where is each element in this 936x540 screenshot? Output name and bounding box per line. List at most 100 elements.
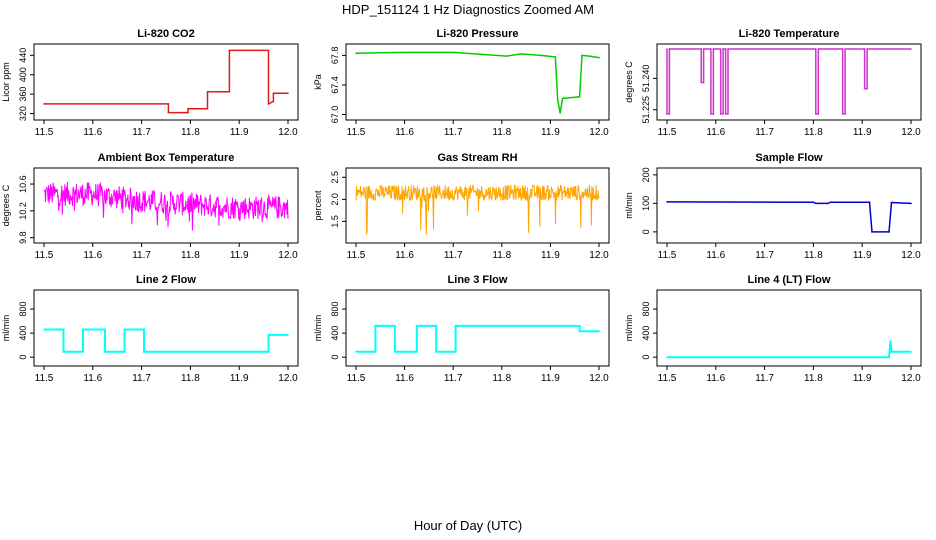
series-line xyxy=(44,49,288,114)
data-point xyxy=(394,325,396,327)
chart-panel-3: Li-820 Temperature degrees C 11.5 11.6 11.7 1… xyxy=(624,28,922,138)
y-tick-label: 67.4 xyxy=(330,76,340,94)
data-point xyxy=(206,107,209,110)
data-point xyxy=(435,351,438,353)
chart-panel-5: Gas Stream RH percent 11.5 11.6 11.7 11.8 11.9… xyxy=(313,152,610,261)
data-point xyxy=(554,56,557,58)
data-point xyxy=(556,98,559,101)
data-point xyxy=(452,51,455,54)
x-tick-label: 12.0 xyxy=(901,373,921,384)
x-tick-label: 11.5 xyxy=(35,127,54,138)
data-point xyxy=(702,81,705,84)
data-point xyxy=(817,113,820,115)
data-point xyxy=(561,97,564,100)
data-point xyxy=(578,96,581,98)
data-point xyxy=(82,351,84,353)
x-tick-label: 11.5 xyxy=(347,127,366,138)
x-tick-label: 11.6 xyxy=(83,127,102,138)
x-tick-label: 11.6 xyxy=(83,373,102,384)
x-tick-label: 11.9 xyxy=(853,127,872,138)
data-point xyxy=(272,100,275,103)
data-point xyxy=(841,113,844,115)
x-tick-label: 12.0 xyxy=(901,250,921,261)
data-point xyxy=(724,113,727,115)
y-tick-label: 51.225 xyxy=(641,96,651,124)
data-point xyxy=(355,52,357,54)
plot-frame xyxy=(33,289,299,367)
series-line xyxy=(667,340,911,359)
panel-title: Line 2 Flow xyxy=(136,274,196,286)
data-point xyxy=(454,325,457,327)
y-tick-label: 10.2 xyxy=(18,202,28,220)
data-point xyxy=(863,48,866,50)
data-point xyxy=(844,48,846,50)
chart-panel-9: Line 4 (LT) Flow ml/min 11.5 11.6 11.7 11.8 11… xyxy=(624,274,922,384)
data-point xyxy=(228,90,231,93)
x-tick-label: 11.9 xyxy=(541,373,560,384)
x-tick-label: 11.8 xyxy=(492,250,511,261)
series-line xyxy=(356,324,599,353)
series-line xyxy=(44,328,288,353)
data-point xyxy=(829,201,832,203)
data-point xyxy=(815,202,817,205)
panel-title: Li-820 Temperature xyxy=(739,28,840,40)
data-point xyxy=(267,103,270,105)
series-line xyxy=(666,48,911,115)
data-point xyxy=(272,92,275,94)
data-point xyxy=(187,111,189,114)
chart-panel-7: Line 2 Flow ml/min 11.5 11.6 11.7 11.8 11.9 12.… xyxy=(1,274,299,384)
plot-frame xyxy=(656,289,922,367)
series-line xyxy=(666,201,912,233)
x-tick-label: 11.9 xyxy=(541,127,560,138)
data-point xyxy=(889,340,892,342)
plot-frame xyxy=(345,43,610,121)
data-point xyxy=(815,113,817,115)
plot-frame xyxy=(345,289,610,367)
x-tick-label: 11.9 xyxy=(853,373,872,384)
x-tick-label: 11.9 xyxy=(541,250,560,261)
data-point xyxy=(666,356,668,359)
data-point xyxy=(863,88,866,90)
y-tick-label: 400 xyxy=(18,67,28,82)
data-point xyxy=(910,48,912,50)
y-tick-label: 440 xyxy=(18,48,28,63)
plot-frame xyxy=(345,167,610,244)
data-point xyxy=(666,48,668,50)
data-point xyxy=(844,113,846,115)
y-tick-label: 2.0 xyxy=(330,193,340,206)
data-point xyxy=(374,325,377,327)
x-tick-label: 11.6 xyxy=(706,250,725,261)
x-tick-label: 12.0 xyxy=(278,373,298,384)
data-point xyxy=(143,328,145,331)
x-tick-label: 11.6 xyxy=(706,373,725,384)
panel-title: Li-820 CO2 xyxy=(137,28,194,40)
y-tick-label: 9.8 xyxy=(18,231,28,244)
y-tick-label: 1.5 xyxy=(330,215,340,228)
data-point xyxy=(374,351,377,353)
data-point xyxy=(167,111,170,114)
data-point xyxy=(539,54,542,57)
data-point xyxy=(702,48,705,50)
data-point xyxy=(724,48,727,50)
y-axis-label: Licor ppm xyxy=(1,62,11,102)
y-tick-label: 360 xyxy=(18,87,28,102)
data-point xyxy=(722,113,724,115)
x-tick-label: 12.0 xyxy=(589,127,609,138)
series-line xyxy=(355,51,600,114)
data-point xyxy=(355,351,357,353)
data-point xyxy=(598,330,600,333)
x-tick-label: 11.8 xyxy=(804,127,823,138)
x-axis-label: Hour of Day (UTC) xyxy=(413,518,523,533)
data-point xyxy=(712,48,715,50)
x-tick-label: 11.8 xyxy=(804,250,823,261)
y-tick-label: 100 xyxy=(641,196,651,211)
y-tick-label: 0 xyxy=(330,355,340,360)
data-point xyxy=(888,231,890,233)
data-point xyxy=(62,328,65,331)
x-tick-label: 11.5 xyxy=(658,127,677,138)
data-point xyxy=(841,48,844,50)
x-tick-label: 11.8 xyxy=(492,127,511,138)
y-tick-label: 0 xyxy=(641,355,651,360)
data-point xyxy=(719,48,722,50)
